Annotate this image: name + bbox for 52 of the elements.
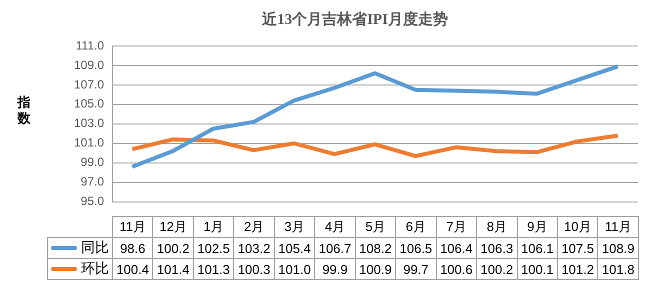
- data-label: 100.6: [436, 258, 477, 280]
- data-label: 107.5: [557, 238, 598, 258]
- x-tick-label: 3月: [274, 216, 315, 238]
- y-tick-label: 107.0: [74, 77, 104, 92]
- y-tick-label: 97.0: [80, 174, 104, 189]
- y-tick-label: 99.0: [80, 155, 104, 170]
- x-tick-label: 9月: [517, 216, 558, 238]
- y-tick-label: 103.0: [74, 116, 104, 130]
- data-label: 100.1: [517, 258, 558, 280]
- x-tick-label: 11月: [598, 216, 638, 238]
- data-label: 100.2: [476, 258, 518, 280]
- chart-title: 近13个月吉林省IPI月度走势: [261, 10, 448, 28]
- x-tick-label: 1月: [193, 216, 234, 238]
- data-label: 101.8: [598, 258, 638, 280]
- y-tick-label: 101.0: [74, 136, 104, 150]
- legend-label: 环比: [48, 258, 112, 280]
- x-tick-label: 2月: [234, 216, 274, 238]
- data-label: 100.2: [152, 238, 194, 258]
- data-label: 101.4: [152, 258, 194, 280]
- x-tick-label: 11月: [112, 216, 153, 238]
- data-label: 99.7: [396, 258, 436, 280]
- data-label: 106.3: [476, 238, 518, 258]
- x-tick-label: 4月: [314, 216, 356, 238]
- data-label: 101.3: [193, 258, 234, 280]
- x-tick-label: 5月: [355, 216, 396, 238]
- data-label: 108.9: [598, 238, 638, 258]
- x-tick-label: 8月: [476, 216, 518, 238]
- data-label: 100.4: [112, 258, 153, 280]
- data-label: 101.0: [274, 258, 315, 280]
- y-axis-title: 指数: [16, 94, 32, 126]
- y-tick-label: 111.0: [76, 38, 104, 52]
- legend-label: 同比: [48, 238, 112, 258]
- data-label: 102.5: [193, 238, 234, 258]
- y-tick-label: 109.0: [74, 58, 104, 72]
- data-label: 101.2: [557, 258, 598, 280]
- data-label: 106.7: [314, 238, 356, 258]
- data-label: 100.9: [355, 258, 396, 280]
- data-label: 98.6: [112, 238, 153, 258]
- data-label: 106.1: [517, 238, 558, 258]
- y-tick-label: 95.0: [80, 194, 104, 208]
- data-label: 100.3: [234, 258, 274, 280]
- data-label: 99.9: [314, 258, 356, 280]
- data-label: 108.2: [355, 238, 396, 258]
- data-label: 105.4: [274, 238, 315, 258]
- data-label: 106.5: [396, 238, 436, 258]
- data-label: 106.4: [436, 238, 477, 258]
- x-tick-label: 10月: [557, 216, 598, 238]
- x-tick-label: 12月: [152, 216, 194, 238]
- data-label: 103.2: [234, 238, 274, 258]
- x-tick-label: 7月: [436, 216, 477, 238]
- y-tick-label: 105.0: [74, 96, 104, 111]
- x-tick-label: 6月: [396, 216, 436, 238]
